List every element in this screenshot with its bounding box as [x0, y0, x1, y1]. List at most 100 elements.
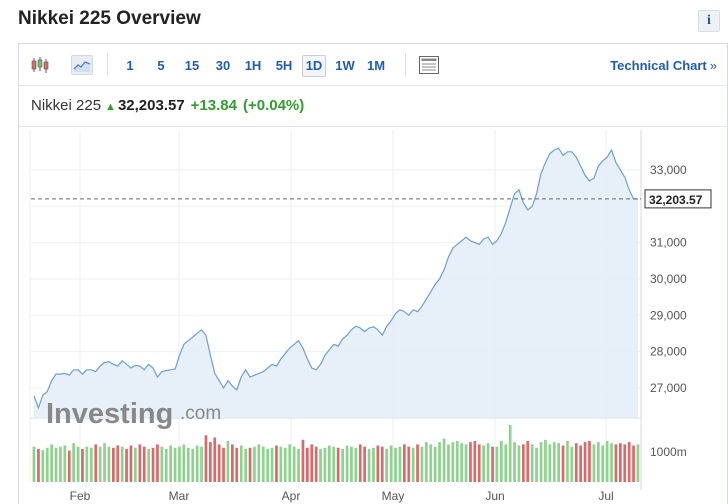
header-divider: [19, 126, 727, 127]
volume-bar: [261, 446, 265, 482]
timeframe-1d[interactable]: 1D: [302, 55, 326, 77]
timeframe-1[interactable]: 1: [126, 58, 134, 73]
volume-bar: [94, 444, 98, 482]
volume-bar: [283, 447, 287, 482]
volume-bar: [336, 447, 340, 482]
volume-bar: [182, 444, 186, 482]
candlestick-chart-icon[interactable]: [29, 55, 51, 75]
volume-bar: [588, 441, 591, 482]
volume-bar: [103, 443, 106, 482]
volume-bar: [253, 446, 256, 482]
volume-bar: [90, 447, 93, 482]
volume-bar: [134, 447, 137, 482]
y-tick-label: 31,000: [650, 236, 687, 250]
volume-bar: [59, 446, 62, 482]
volume-bar: [354, 447, 358, 482]
volume-bar: [50, 444, 53, 482]
toolbar-divider: [405, 53, 406, 77]
y-tick-label: 33,000: [650, 163, 687, 177]
volume-bar: [142, 446, 146, 482]
volume-bar: [76, 446, 80, 482]
volume-bar: [147, 448, 150, 482]
volume-bar: [292, 446, 296, 482]
volume-bar: [447, 444, 450, 482]
info-icon[interactable]: i: [698, 10, 720, 32]
area-chart-icon[interactable]: [71, 55, 93, 75]
x-tick-label: Apr: [282, 489, 301, 503]
volume-bar: [403, 444, 406, 482]
volume-bar: [138, 444, 142, 482]
timeframe-5[interactable]: 5: [157, 58, 165, 73]
volume-bar: [266, 448, 269, 482]
volume-bar: [341, 448, 344, 482]
volume-bar: [54, 447, 58, 482]
technical-chart-link[interactable]: Technical Chart»: [610, 58, 717, 73]
volume-bar: [275, 445, 278, 482]
volume-bar: [310, 444, 314, 482]
volume-bar: [636, 444, 640, 482]
timeframe-1m[interactable]: 1M: [366, 58, 386, 73]
investing-logo: Investing .com: [46, 398, 221, 430]
x-tick-label: Mar: [169, 489, 190, 503]
volume-bar: [195, 445, 199, 482]
volume-bar: [539, 442, 543, 482]
volume-bar: [627, 442, 631, 482]
volume-bar: [570, 446, 574, 482]
volume-bar: [332, 446, 336, 482]
volume-bars: [32, 425, 640, 482]
volume-bar: [420, 446, 424, 482]
chevron-right-icon: »: [709, 58, 717, 73]
volume-bar: [85, 446, 89, 482]
last-price-label: 32,203.57: [649, 193, 703, 207]
timeframe-30[interactable]: 30: [215, 58, 231, 73]
volume-bar: [125, 448, 128, 482]
volume-bar: [350, 446, 353, 482]
volume-bar: [209, 442, 212, 482]
volume-bar: [67, 450, 71, 482]
instrument-name: Nikkei 225: [31, 97, 102, 114]
logo-brand: Investing: [46, 398, 173, 430]
volume-bar: [32, 446, 36, 482]
volume-bar: [513, 442, 516, 482]
y-tick-label: 28,000: [650, 345, 687, 359]
volume-bar: [222, 447, 225, 482]
volume-bar: [257, 444, 261, 482]
volume-bar: [429, 444, 433, 482]
volume-bar: [45, 447, 49, 482]
volume-bar: [491, 446, 494, 482]
volume-bar: [217, 444, 221, 482]
volume-bar: [363, 446, 366, 482]
volume-bar: [557, 443, 560, 482]
table-view-icon[interactable]: [418, 55, 440, 75]
volume-bar: [394, 447, 397, 482]
volume-bar: [98, 446, 102, 482]
page-title: Nikkei 225 Overview: [18, 8, 201, 29]
volume-bar: [552, 442, 556, 482]
volume-bar: [504, 444, 508, 482]
volume-bar: [63, 445, 67, 482]
volume-bar: [358, 444, 362, 482]
volume-bar: [37, 448, 40, 482]
volume-bar: [522, 444, 525, 482]
volume-bar: [464, 444, 468, 482]
price-change: +13.84: [190, 97, 237, 114]
volume-bar: [398, 446, 402, 482]
volume-bar: [544, 439, 547, 482]
timeframe-5h[interactable]: 5H: [275, 58, 293, 73]
volume-bar: [605, 441, 609, 482]
volume-bar: [72, 443, 75, 482]
volume-bar: [438, 442, 441, 482]
volume-bar: [41, 450, 45, 482]
timeframe-1h[interactable]: 1H: [244, 58, 262, 73]
volume-bar: [623, 444, 627, 482]
volume-bar: [186, 447, 190, 482]
volume-bar: [81, 448, 84, 482]
volume-bar: [248, 447, 252, 482]
volume-bar: [442, 438, 446, 482]
volume-bar: [328, 445, 331, 482]
x-tick-label: Jul: [598, 489, 613, 503]
price-area: [34, 148, 638, 417]
timeframe-1w[interactable]: 1W: [335, 58, 355, 73]
timeframe-15[interactable]: 15: [184, 58, 200, 73]
